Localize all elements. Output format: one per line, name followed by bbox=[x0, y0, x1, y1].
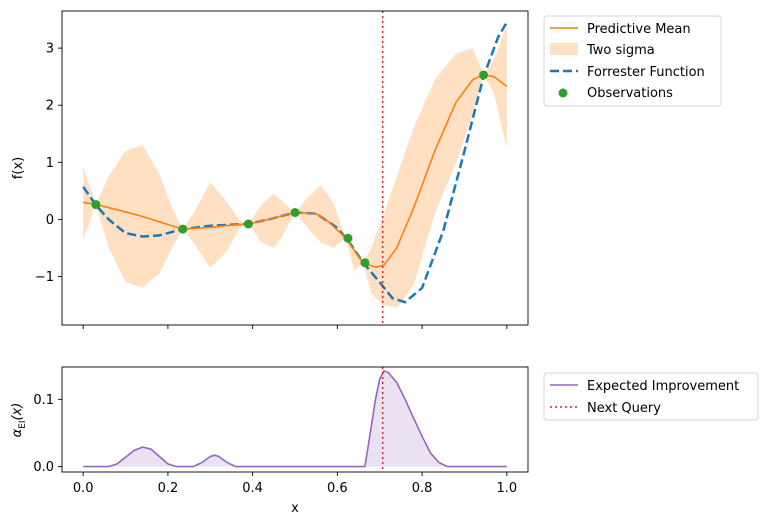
bottom-ylabel: αEI(x) bbox=[10, 403, 28, 438]
legend-ei-label: Expected Improvement bbox=[587, 379, 739, 394]
expected-improvement-area bbox=[83, 371, 507, 467]
top-y-ticks: −1 0 1 2 3 bbox=[35, 42, 62, 285]
legend-observations-label: Observations bbox=[587, 86, 673, 101]
y-tick-label: 2 bbox=[46, 99, 54, 114]
y-tick-label: 0 bbox=[46, 213, 54, 228]
predictive-mean-line bbox=[83, 74, 508, 269]
bottom-frame bbox=[61, 366, 529, 473]
legend-sigma-label: Two sigma bbox=[586, 43, 655, 58]
top-legend-frame bbox=[543, 15, 722, 107]
bottom-legend: Expected Improvement Next Query bbox=[543, 372, 759, 421]
observation-point bbox=[343, 233, 353, 243]
expected-improvement-line bbox=[83, 370, 507, 468]
legend-next-query-label: Next Query bbox=[587, 401, 661, 416]
legend-mean-label: Predictive Mean bbox=[587, 22, 691, 37]
legend-observations-swatch bbox=[558, 88, 568, 98]
x-tick-label: 0.0 bbox=[73, 481, 94, 496]
top-x-ticks bbox=[82, 325, 508, 329]
observation-point bbox=[360, 258, 370, 268]
y-tick-label: 1 bbox=[46, 156, 54, 171]
ylabel-alpha: α bbox=[10, 428, 25, 437]
x-tick-label: 0.8 bbox=[412, 481, 433, 496]
y-tick-label: 0.0 bbox=[33, 460, 54, 475]
y-tick-label: −1 bbox=[35, 270, 54, 285]
observation-point bbox=[243, 219, 253, 229]
bottom-x-ticks: 0.0 0.2 0.4 0.6 0.8 1.0 bbox=[73, 472, 517, 496]
forrester-function-line bbox=[82, 21, 508, 304]
observations-points bbox=[91, 70, 489, 268]
x-tick-label: 1.0 bbox=[496, 481, 517, 496]
observation-point bbox=[91, 200, 101, 210]
observation-point bbox=[479, 70, 489, 80]
top-legend: Predictive Mean Two sigma Forrester Func… bbox=[543, 15, 722, 107]
two-sigma-band bbox=[83, 25, 507, 308]
bottom-legend-frame bbox=[543, 372, 759, 421]
legend-sigma-swatch bbox=[550, 43, 578, 55]
top-ylabel: f(x) bbox=[11, 157, 26, 179]
bottom-axes: 0.0 0.2 0.4 0.6 0.8 1.0 0.0 0.1 x αEI(x) bbox=[10, 366, 529, 516]
y-tick-label: 3 bbox=[46, 42, 54, 57]
ylabel-argument: (x) bbox=[10, 403, 25, 421]
top-axes: −1 0 1 2 3 f(x) bbox=[11, 10, 529, 329]
x-tick-label: 0.4 bbox=[242, 481, 263, 496]
legend-forrester-label: Forrester Function bbox=[587, 65, 705, 80]
x-tick-label: 0.6 bbox=[327, 481, 348, 496]
ylabel-subscript: EI bbox=[18, 420, 28, 428]
top-frame bbox=[61, 10, 529, 326]
y-tick-label: 0.1 bbox=[33, 393, 54, 408]
x-tick-label: 0.2 bbox=[158, 481, 179, 496]
observation-point bbox=[178, 224, 188, 234]
observation-point bbox=[290, 208, 300, 218]
bottom-xlabel: x bbox=[291, 501, 299, 516]
bottom-y-ticks: 0.0 0.1 bbox=[33, 393, 62, 475]
